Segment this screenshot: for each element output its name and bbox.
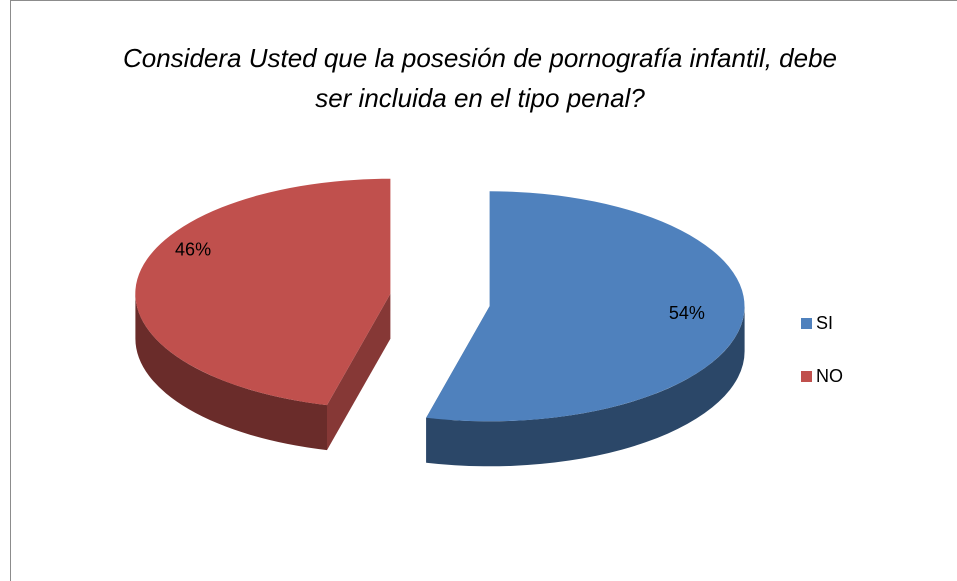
data-label: 46%: [175, 240, 211, 260]
chart-title: Considera Usted que la posesión de porno…: [122, 43, 838, 113]
legend-label: SI: [816, 313, 833, 333]
slice-cut-face: [327, 293, 391, 451]
slice-side: [426, 306, 745, 467]
legend-swatch: [801, 318, 812, 329]
slice: [426, 191, 745, 422]
data-label: 54%: [669, 303, 705, 323]
slice: [135, 178, 391, 406]
legend-swatch: [801, 371, 812, 382]
legend-label: NO: [816, 366, 843, 386]
slice-side: [135, 293, 327, 451]
